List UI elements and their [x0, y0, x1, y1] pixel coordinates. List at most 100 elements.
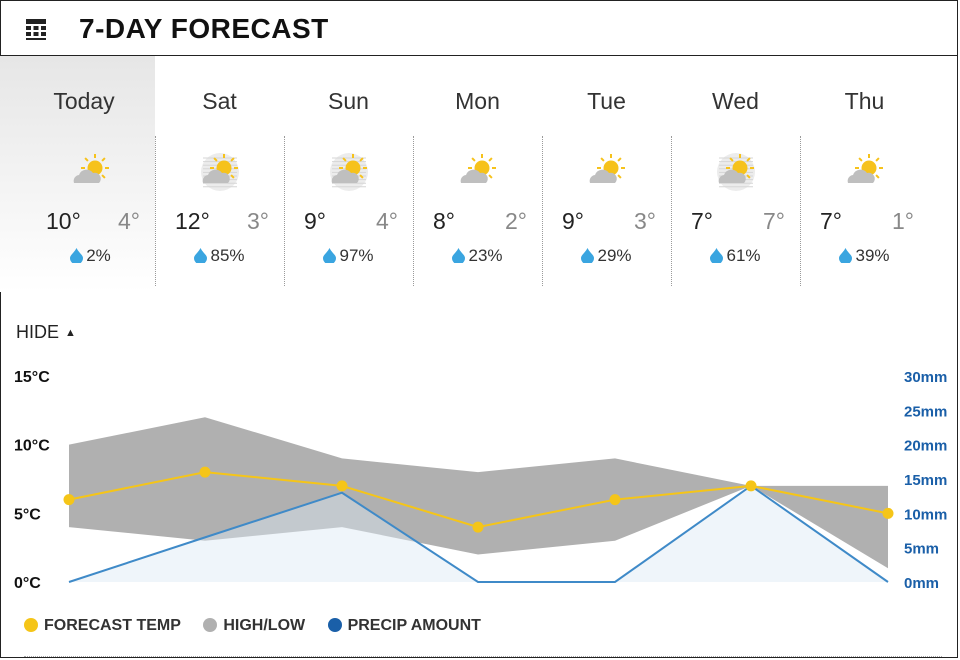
calendar-icon — [26, 19, 46, 40]
high-temp: 8° — [433, 208, 455, 234]
forecast-point — [199, 466, 211, 478]
y-right-tick-label: 25mm — [904, 403, 947, 420]
rain-chance-value: 2% — [86, 246, 111, 265]
hazy-sun-cloud-icon — [326, 152, 372, 192]
day-column-wed[interactable]: Wed 7° 7° 61% — [671, 56, 800, 292]
rain-chance-value: 97% — [339, 246, 374, 265]
raindrop-icon — [194, 246, 210, 265]
rain-chance: 29% — [542, 246, 671, 266]
legend-forecast-temp: FORECAST TEMP — [24, 617, 181, 635]
rain-chance-value: 39% — [855, 246, 890, 265]
legend-precip-label: PRECIP AMOUNT — [347, 617, 481, 634]
y-left-tick-label: 5°C — [14, 506, 41, 523]
high-temp: 10° — [46, 208, 81, 234]
forecast-point — [472, 521, 484, 533]
day-name: Tue — [587, 88, 626, 114]
chart-legend: FORECAST TEMP HIGH/LOW PRECIP AMOUNT — [24, 617, 499, 635]
partly-sunny-icon — [584, 152, 630, 192]
high-low-band — [69, 417, 888, 569]
caret-up-icon: ▲ — [65, 327, 76, 339]
day-name: Mon — [455, 88, 500, 114]
rain-chance-value: 85% — [210, 246, 245, 265]
y-right-tick-label: 10mm — [904, 506, 947, 523]
day-column-sat[interactable]: Sat 12° 3° 85% — [155, 56, 284, 292]
hide-chart-toggle[interactable]: HIDE ▲ — [16, 322, 76, 343]
highlow-dot-icon — [203, 618, 218, 632]
forecast-point — [63, 494, 75, 506]
high-temp: 7° — [691, 208, 713, 234]
rain-chance: 23% — [413, 246, 542, 266]
raindrop-icon — [323, 246, 339, 265]
raindrop-icon — [581, 246, 597, 265]
legend-high-low: HIGH/LOW — [203, 617, 305, 635]
column-divider — [284, 136, 285, 286]
precip-area — [69, 485, 888, 582]
rain-chance-value: 61% — [726, 246, 761, 265]
rain-chance: 61% — [671, 246, 800, 266]
y-left-tick-label: 0°C — [14, 575, 41, 592]
hazy-sun-cloud-icon — [197, 152, 243, 192]
y-right-tick-label: 15mm — [904, 472, 947, 489]
day-column-thu[interactable]: Thu 7° 1° 39% — [800, 56, 929, 292]
day-column-today[interactable]: Today 10° 4° 2% — [0, 56, 155, 292]
low-temp: 4° — [376, 208, 398, 234]
rain-chance: 97% — [284, 246, 413, 266]
raindrop-icon — [452, 246, 468, 265]
raindrop-icon — [839, 246, 855, 265]
low-temp: 4° — [118, 208, 140, 234]
partly-sunny-icon — [842, 152, 888, 192]
low-temp: 7° — [763, 208, 785, 234]
forecast-point — [336, 480, 348, 492]
forecast-point — [745, 480, 757, 492]
raindrop-icon — [710, 246, 726, 265]
y-left-tick-label: 10°C — [14, 438, 50, 455]
rain-chance: 2% — [0, 246, 155, 266]
high-temp: 9° — [562, 208, 584, 234]
low-temp: 3° — [247, 208, 269, 234]
y-right-tick-label: 0mm — [904, 575, 939, 592]
day-name: Thu — [844, 88, 885, 114]
precip-dot-icon — [327, 618, 342, 632]
partly-sunny-icon — [68, 152, 114, 192]
forecast-point — [882, 507, 894, 519]
low-temp: 3° — [634, 208, 656, 234]
rain-chance-value: 29% — [597, 246, 632, 265]
day-strip: Today 10° 4° 2% Sat 12° 3° 85% Sun 9° 4° 97% Mon 8° 2°… — [0, 56, 958, 292]
y-right-tick-label: 20mm — [904, 438, 947, 455]
column-divider — [413, 136, 414, 286]
low-temp: 1° — [892, 208, 914, 234]
forecast-point — [609, 494, 621, 506]
rain-chance: 39% — [800, 246, 929, 266]
divider — [24, 656, 942, 657]
high-temp: 12° — [175, 208, 210, 234]
day-name: Wed — [712, 88, 759, 114]
rain-chance-value: 23% — [468, 246, 503, 265]
day-name: Today — [53, 88, 115, 114]
day-name: Sun — [328, 88, 369, 114]
forecast-dot-icon — [24, 618, 38, 632]
day-column-tue[interactable]: Tue 9° 3° 29% — [542, 56, 671, 292]
y-right-tick-label: 5mm — [904, 541, 939, 558]
raindrop-icon — [70, 246, 86, 265]
day-column-sun[interactable]: Sun 9° 4° 97% — [284, 56, 413, 292]
panel-title: 7-DAY FORECAST — [79, 13, 329, 44]
forecast-chart: 15°C 10°C 5°C 0°C 30mm 25mm 20mm 15mm 10mm 5mm 0mm — [14, 369, 947, 592]
day-column-mon[interactable]: Mon 8° 2° 23% — [413, 56, 542, 292]
column-divider — [542, 136, 543, 286]
day-name: Sat — [202, 88, 237, 114]
legend-precip-amount: PRECIP AMOUNT — [327, 617, 481, 635]
column-divider — [155, 136, 156, 286]
rain-chance: 85% — [155, 246, 284, 266]
low-temp: 2° — [505, 208, 527, 234]
y-right-tick-label: 30mm — [904, 369, 947, 386]
y-left-tick-label: 15°C — [14, 369, 50, 386]
partly-sunny-icon — [455, 152, 501, 192]
legend-forecast-label: FORECAST TEMP — [44, 617, 181, 634]
high-temp: 7° — [820, 208, 842, 234]
column-divider — [671, 136, 672, 286]
legend-highlow-label: HIGH/LOW — [223, 617, 306, 634]
hazy-sun-cloud-icon — [713, 152, 759, 192]
high-temp: 9° — [304, 208, 326, 234]
panel-header: 7-DAY FORECAST — [0, 0, 958, 56]
